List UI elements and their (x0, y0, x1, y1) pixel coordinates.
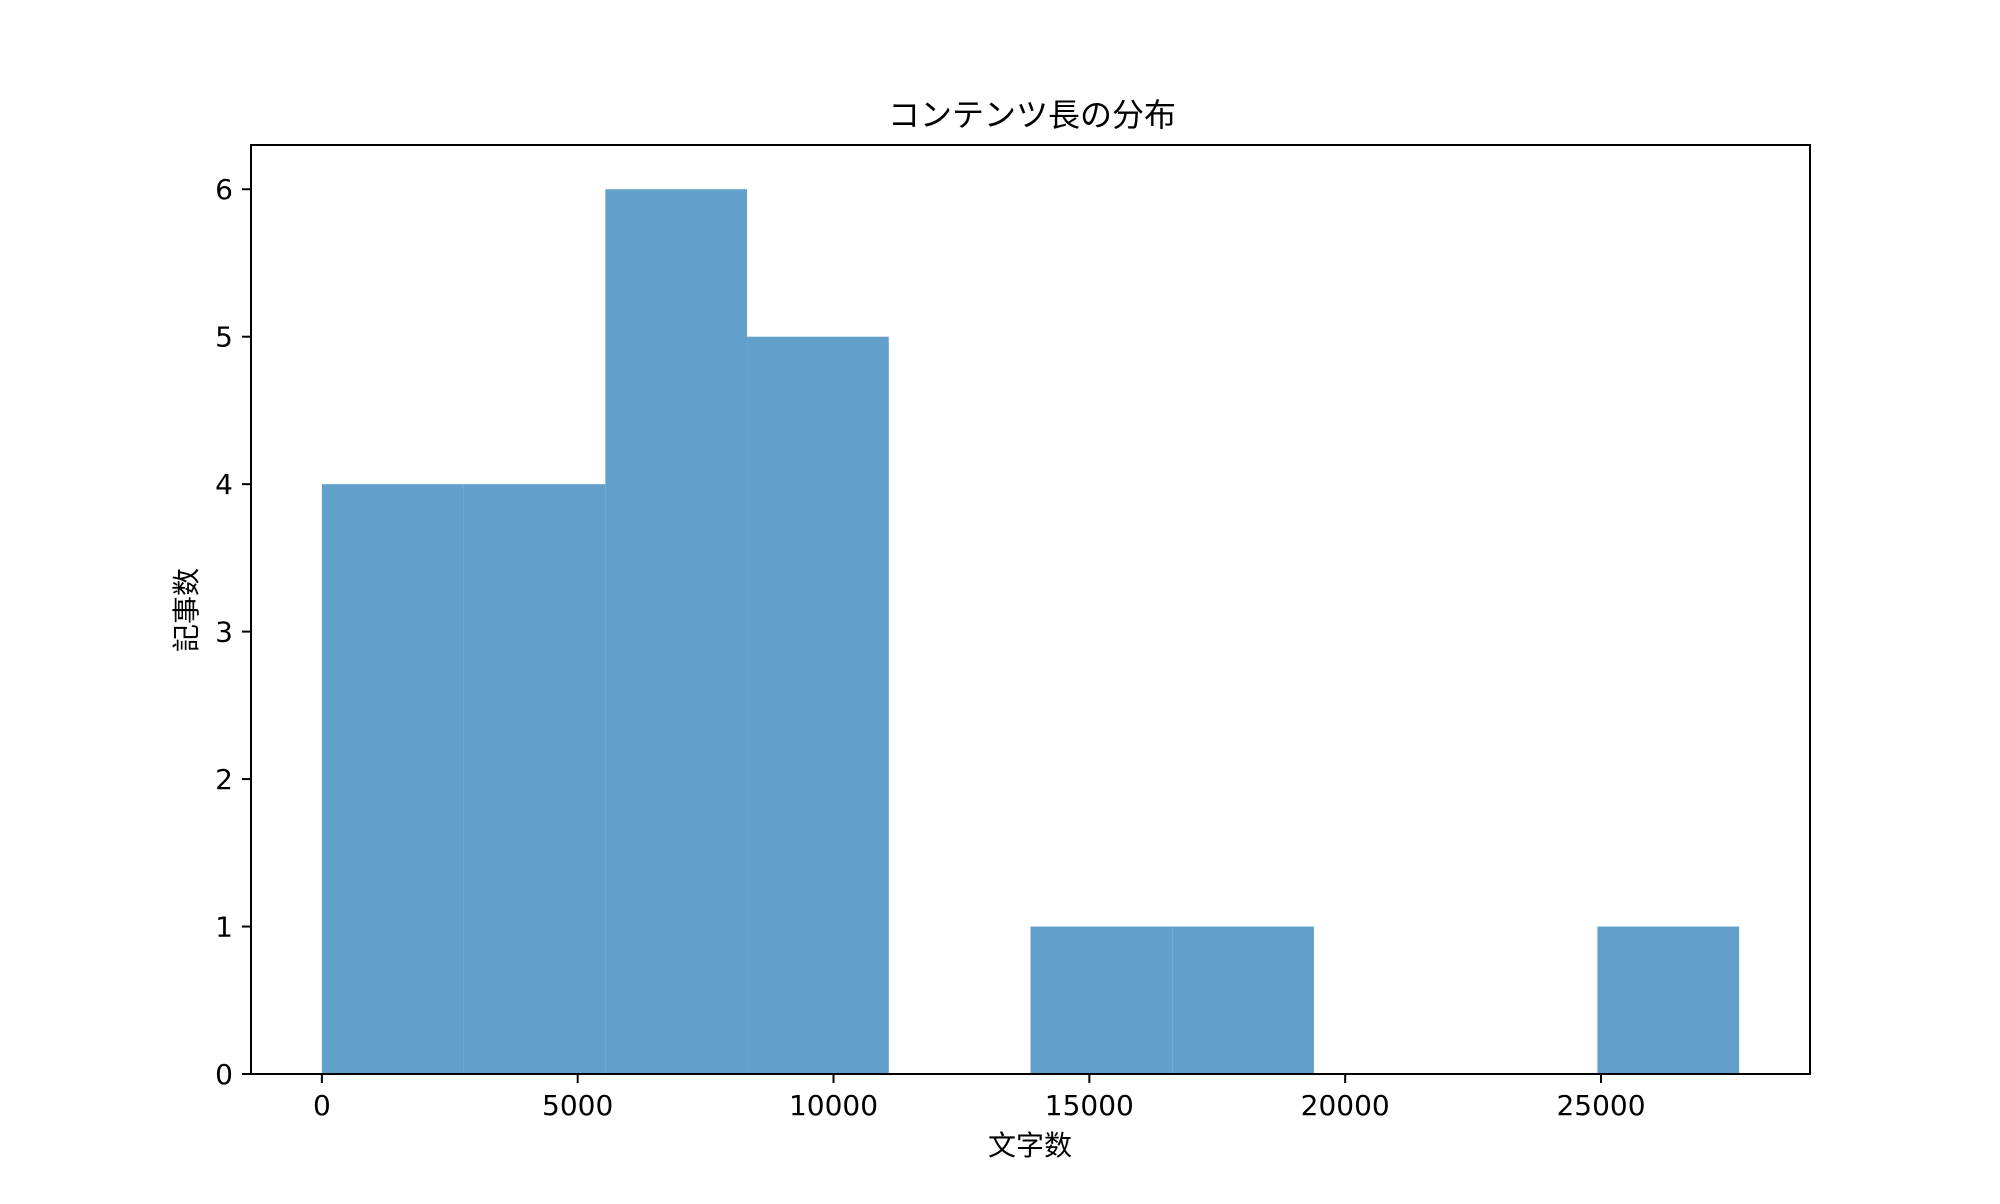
y-axis-label: 記事数 (170, 568, 203, 652)
y-axis-ticks: 0 1 2 3 4 5 6 (215, 173, 251, 1091)
chart-title: コンテンツ長の分布 (888, 96, 1176, 134)
histogram-bars (321, 189, 1740, 1075)
x-axis-ticks: 0 5000 10000 15000 20000 25000 (313, 1074, 1646, 1122)
x-tick-label-0: 0 (313, 1089, 331, 1122)
y-tick-label-3: 3 (215, 616, 233, 649)
plot-frame (250, 144, 1811, 1075)
y-tick-label-2: 2 (215, 763, 233, 796)
y-tick-label-0: 0 (215, 1058, 233, 1091)
x-tick-label-4: 20000 (1301, 1089, 1390, 1122)
x-axis-label: 文字数 (988, 1129, 1072, 1162)
x-tick-label-3: 15000 (1045, 1089, 1134, 1122)
histogram-bar-1 (463, 484, 606, 1075)
y-tick-label-5: 5 (215, 321, 233, 354)
histogram-bar-3 (747, 336, 889, 1074)
histogram-bar-5 (1030, 926, 1173, 1074)
histogram-bar-6 (1172, 926, 1314, 1074)
histogram-bar-0 (321, 484, 464, 1075)
x-tick-label-2: 10000 (789, 1089, 878, 1122)
histogram-bar-9 (1597, 926, 1740, 1074)
x-tick-label-5: 25000 (1556, 1089, 1645, 1122)
x-tick-label-1: 5000 (542, 1089, 613, 1122)
y-tick-label-6: 6 (215, 173, 233, 206)
y-tick-label-4: 4 (215, 468, 233, 501)
y-tick-label-1: 1 (215, 911, 233, 944)
histogram-bar-2 (605, 189, 748, 1074)
